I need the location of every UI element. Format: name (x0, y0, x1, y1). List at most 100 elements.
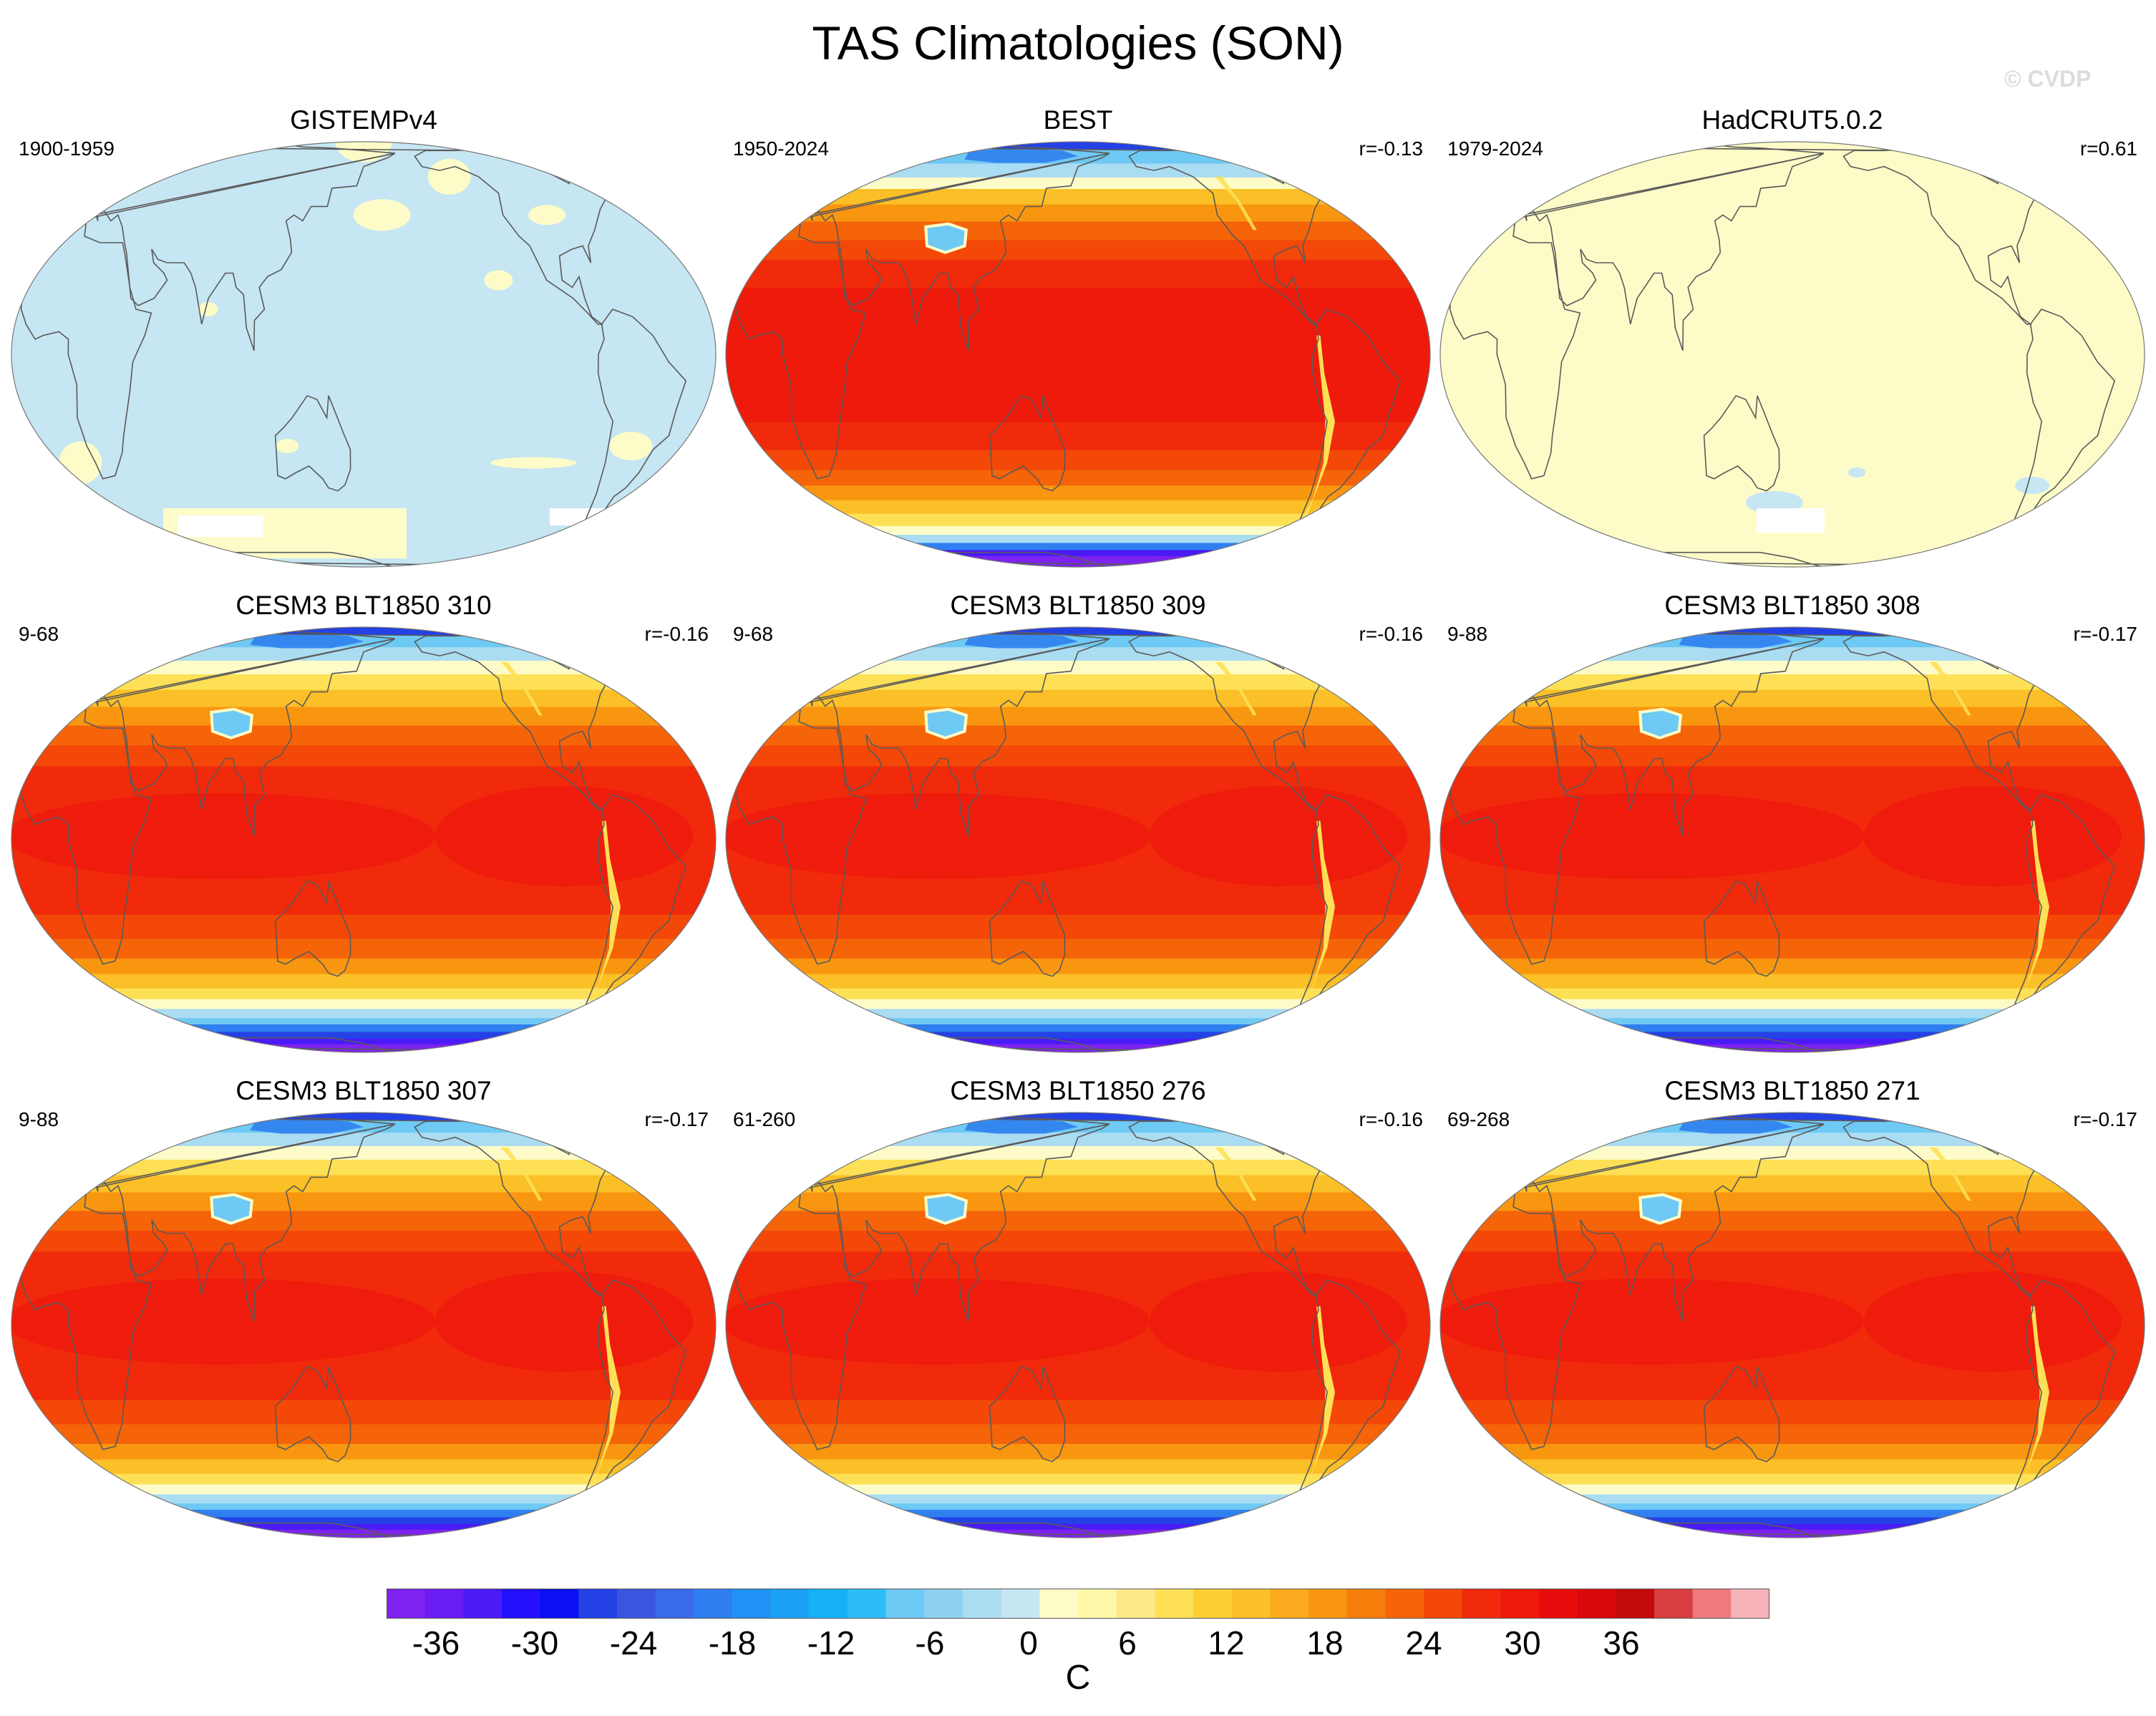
temperature-band (726, 1493, 1430, 1504)
temperature-band (726, 420, 1430, 450)
colorbar-tick-label: 12 (1208, 1624, 1244, 1660)
temperature-band (726, 1042, 1430, 1052)
map-field (1440, 1113, 2145, 1538)
colorbar-tick-label: -24 (610, 1624, 657, 1660)
map-plot (725, 626, 1431, 1053)
colorbar-swatch (655, 1589, 694, 1619)
coastline-africa (1449, 708, 1581, 965)
colorbar-frame (387, 1589, 1769, 1619)
temperature-band (11, 1007, 716, 1019)
panel-period: 9-88 (1447, 623, 1488, 645)
temperature-band (11, 1398, 716, 1425)
colorbar: -36 -30 -24 -18 -12 -6 0 6 12 18 24 30 36 (387, 1589, 1769, 1660)
temperature-band (1440, 1516, 2145, 1524)
map-plot (11, 141, 717, 568)
temperature-band (726, 1191, 1430, 1211)
coastline-africa (20, 1193, 152, 1450)
temperature-band (726, 672, 1430, 690)
map-field (11, 1113, 716, 1538)
coastline-samerica (583, 1279, 687, 1502)
coastline-samerica (1298, 794, 1402, 1017)
andes-cool-region (589, 1306, 621, 1487)
temperature-band (726, 258, 1430, 289)
colorbar-swatch (617, 1589, 656, 1619)
map-plot (11, 626, 717, 1053)
colorbar-swatch (1155, 1589, 1194, 1619)
temperature-band (726, 541, 1430, 551)
temperature-band (1440, 659, 2145, 674)
temperature-band (726, 1442, 1430, 1460)
temperature-band (726, 1472, 1430, 1485)
temperature-band (11, 659, 716, 674)
colorbar-tick-label: -6 (916, 1624, 945, 1660)
panel-title: BEST (1043, 105, 1113, 135)
temperature-band (726, 468, 1430, 486)
coastline-australia (1703, 1365, 1780, 1463)
temperature-band (726, 220, 1430, 241)
temperature-band (1440, 1483, 2145, 1495)
temperature-band (726, 548, 1430, 556)
anomaly-field (11, 142, 716, 567)
panel-title: CESM3 BLT1850 309 (950, 591, 1206, 620)
colorbar-swatch (1654, 1589, 1694, 1619)
temperature-band (726, 1422, 1430, 1444)
colorbar-swatch (1462, 1589, 1501, 1619)
panel-period: 1900-1959 (19, 137, 115, 160)
temperature-band (11, 913, 716, 939)
tibet-cold-region (924, 707, 968, 740)
temperature-band (726, 1144, 1430, 1160)
temperature-band (1440, 1030, 2145, 1039)
colorbar-tick-label: 24 (1405, 1624, 1442, 1660)
siberia-cold-region (964, 147, 1078, 163)
coastline-eurasiaE (50, 638, 396, 836)
colorbar-swatch (1539, 1589, 1578, 1619)
andes-cool-region (589, 820, 621, 1002)
tibet-cold-region (924, 1193, 968, 1225)
andes-cool-region (1303, 820, 1335, 1002)
temperature-band (1440, 1472, 2145, 1485)
temperature-band (11, 1472, 716, 1485)
missing-data-patch (1757, 508, 1825, 533)
temperature-band (1440, 1493, 2145, 1504)
temperature-band (1440, 1502, 2145, 1510)
coastline-africa (734, 1193, 867, 1450)
siberia-cold-region (1679, 1118, 1792, 1134)
map-panel-9: CESM3 BLT1850 271 69-268 r=-0.17 (1434, 1075, 2150, 1548)
panel-correlation: r=-0.17 (2073, 623, 2138, 645)
colorbar-tick-label: -18 (709, 1624, 756, 1660)
temperature-band (726, 1522, 1430, 1530)
temperature-band (726, 659, 1430, 674)
tibet-cold-region (1638, 1193, 1683, 1225)
colorbar-swatch (1001, 1589, 1040, 1619)
siberia-cold-region (964, 633, 1078, 649)
panel-period: 9-68 (733, 623, 774, 645)
temperature-band (726, 498, 1430, 514)
warm-region (1150, 786, 1407, 886)
globe-outline (725, 141, 1431, 568)
map-panel-8: CESM3 BLT1850 276 61-260 r=-0.16 (720, 1075, 1436, 1548)
colorbar-swatch (1039, 1589, 1079, 1619)
temperature-band (726, 1037, 1430, 1044)
map-field (11, 142, 716, 567)
temperature-band (726, 162, 1430, 178)
globe-outline (11, 1112, 717, 1538)
positive-anomaly-patch (292, 519, 399, 548)
temperature-band (726, 203, 1430, 222)
temperature-band (11, 1458, 716, 1474)
coastline-africa (1449, 223, 1581, 480)
andes-cool-region (1303, 335, 1335, 516)
temperature-band (11, 1229, 716, 1252)
map-panel-4: CESM3 BLT1850 310 9-68 r=-0.16 (6, 590, 722, 1062)
temperature-band (726, 705, 1430, 726)
temperature-band (726, 448, 1430, 470)
temperature-band (11, 1037, 716, 1044)
coastline-australia (274, 1365, 351, 1463)
andes-cool-region (1303, 1306, 1335, 1487)
colorbar-tick-label: -12 (807, 1624, 855, 1660)
temperature-band (726, 524, 1430, 535)
coastline-samerica (583, 309, 687, 531)
temperature-band (726, 1502, 1430, 1510)
coastline-eurasiaE (764, 638, 1110, 836)
temperature-band (11, 1030, 716, 1039)
temperature-band (1440, 1144, 2145, 1160)
